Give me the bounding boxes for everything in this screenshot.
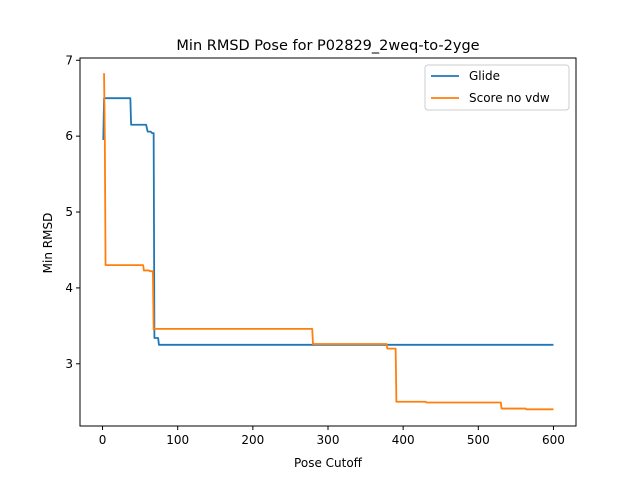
x-tick-label: 600 bbox=[542, 433, 565, 447]
legend-box bbox=[424, 64, 570, 111]
y-tick-label: 6 bbox=[65, 129, 73, 143]
plot-lines bbox=[102, 73, 554, 411]
y-axis-label: Min RMSD bbox=[41, 213, 55, 274]
x-tick-label: 400 bbox=[392, 433, 415, 447]
x-tick-label: 200 bbox=[241, 433, 264, 447]
series-line-score-no-vdw bbox=[103, 73, 554, 411]
y-axis: 3 4 5 6 7 bbox=[65, 53, 80, 371]
x-axis: 0 100 200 300 400 500 600 bbox=[99, 426, 565, 447]
chart-title: Min RMSD Pose for P02829_2weq-to-2yge bbox=[176, 38, 479, 54]
series-line-glide bbox=[102, 97, 554, 346]
y-tick-label: 4 bbox=[65, 281, 73, 295]
x-tick-label: 300 bbox=[317, 433, 340, 447]
legend: Glide Score no vdw bbox=[424, 64, 570, 111]
x-tick-label: 500 bbox=[467, 433, 490, 447]
y-tick-label: 5 bbox=[65, 205, 73, 219]
legend-label-glide: Glide bbox=[469, 69, 500, 83]
y-tick-label: 3 bbox=[65, 357, 73, 371]
x-tick-label: 0 bbox=[99, 433, 107, 447]
legend-label-score-no-vdw: Score no vdw bbox=[469, 91, 550, 105]
x-axis-label: Pose Cutoff bbox=[294, 456, 363, 470]
x-tick-label: 100 bbox=[166, 433, 189, 447]
y-tick-label: 7 bbox=[65, 53, 73, 67]
